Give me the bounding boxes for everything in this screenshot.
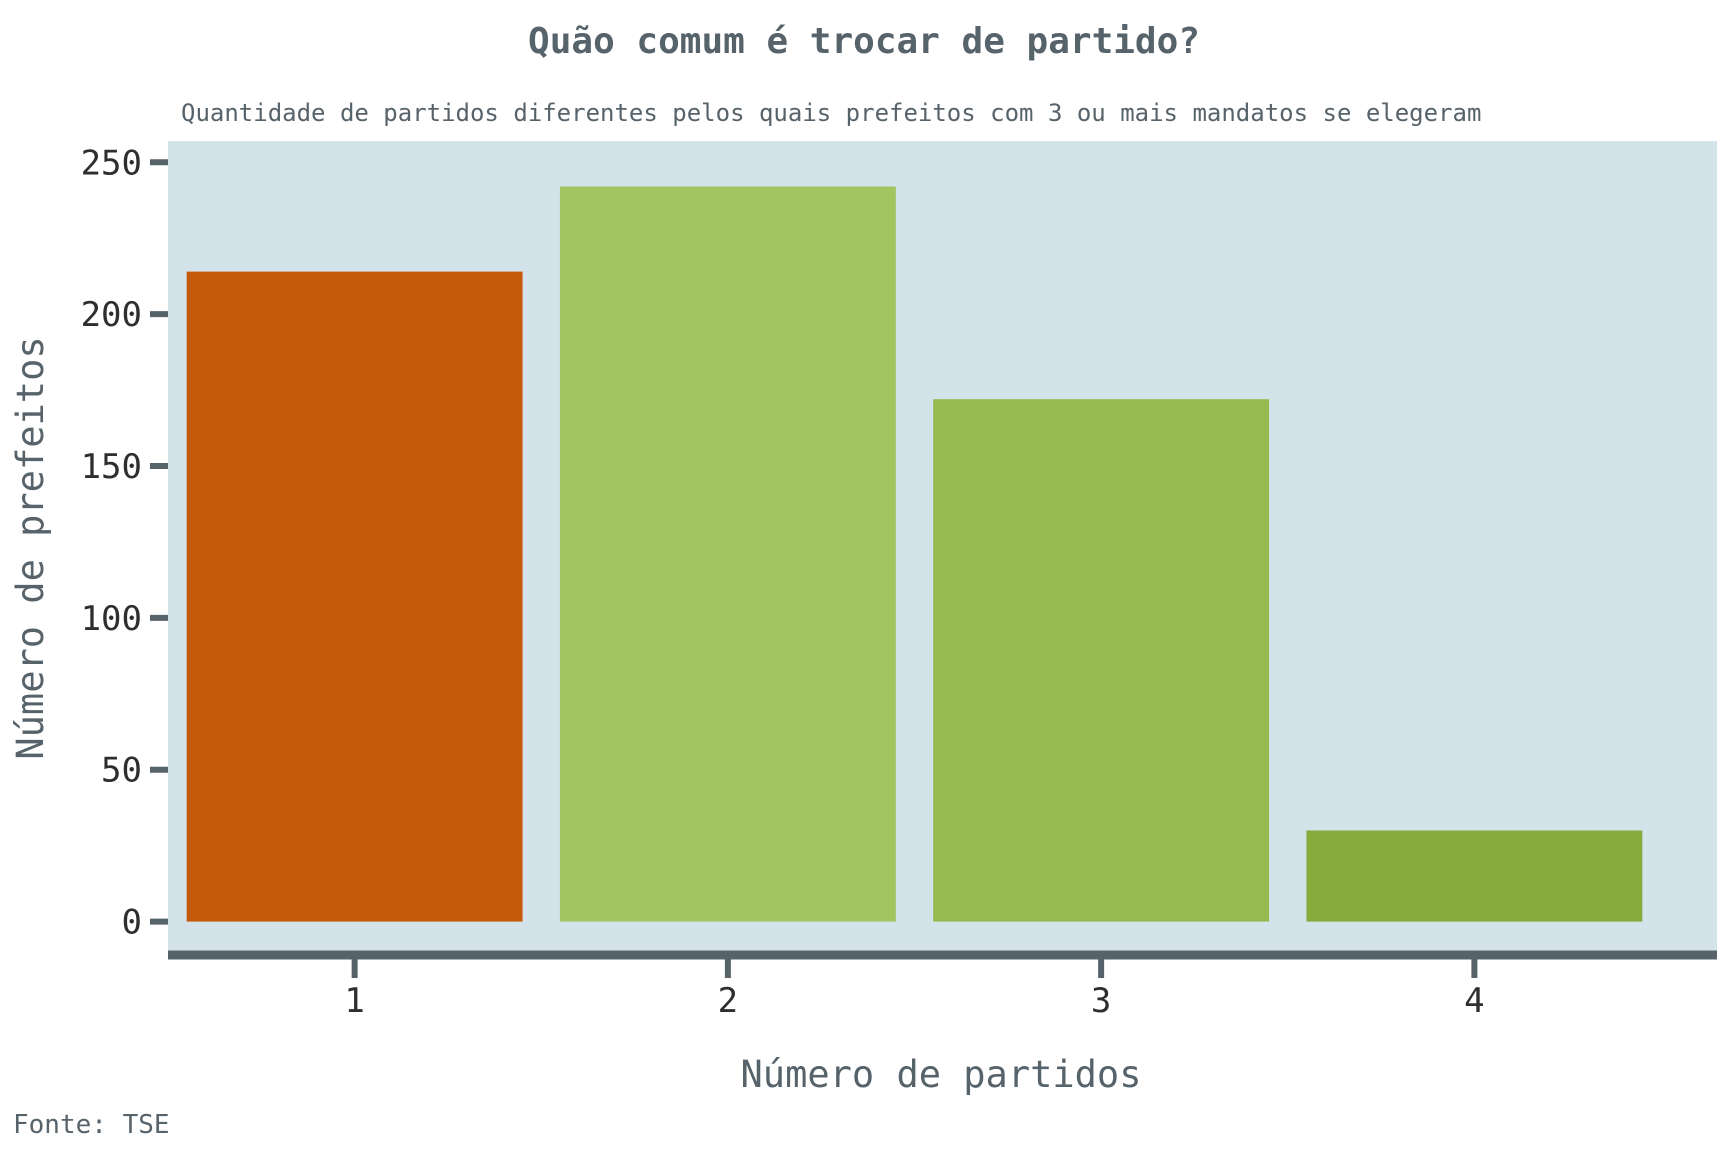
y-tick-label: 50 [101, 751, 142, 791]
y-tick-label: 0 [122, 903, 142, 943]
bar-2 [559, 186, 896, 922]
y-axis-title: Número de prefeitos [9, 336, 52, 759]
x-axis-title: Número de partidos [741, 1053, 1142, 1096]
bar-4 [1306, 830, 1643, 922]
x-tick-label-3: 3 [1091, 981, 1111, 1021]
bar-3 [933, 399, 1270, 922]
bars-group [186, 186, 1643, 922]
y-axis: 0 50 100 150 200 250 [81, 143, 168, 943]
x-tick-label-2: 2 [718, 981, 738, 1021]
chart-subtitle: Quantidade de partidos diferentes pelos … [181, 99, 1481, 127]
x-tick-label-1: 1 [344, 981, 364, 1021]
y-tick-label: 250 [81, 143, 142, 183]
y-tick-label: 150 [81, 447, 142, 487]
chart-title: Quão comum é trocar de partido? [528, 21, 1200, 62]
x-axis: 1 2 3 4 [168, 950, 1717, 1021]
bar-1 [186, 271, 523, 922]
y-tick-label: 100 [81, 599, 142, 639]
source-caption: Fonte: TSE [13, 1110, 170, 1140]
x-tick-label-4: 4 [1464, 981, 1484, 1021]
y-tick-label: 200 [81, 295, 142, 335]
